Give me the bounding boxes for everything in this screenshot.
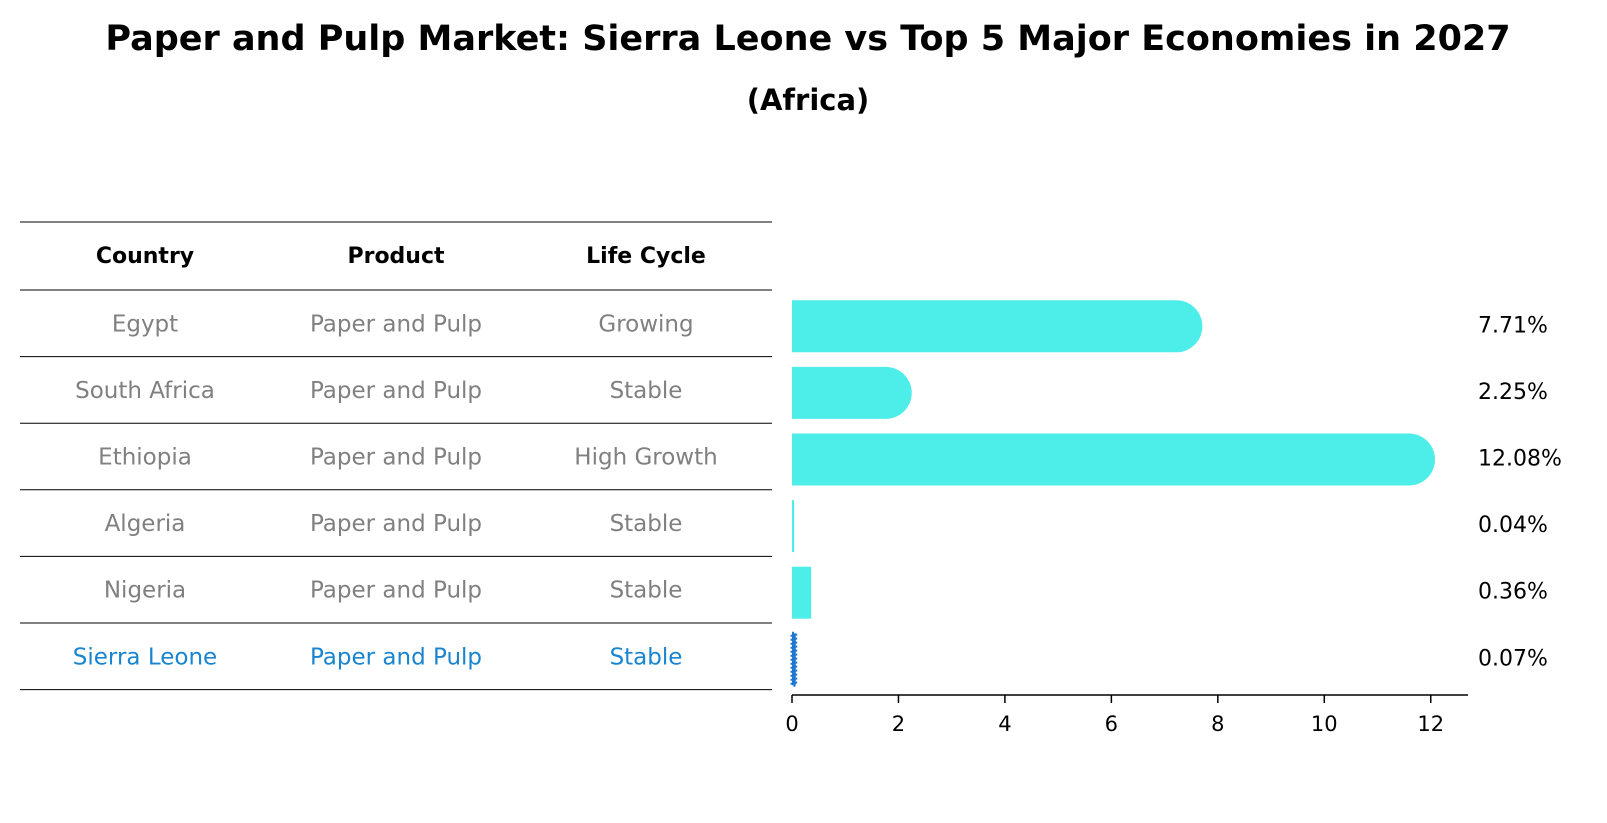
table-cell: Paper and Pulp xyxy=(310,378,482,404)
table-cell: Growing xyxy=(598,311,693,337)
table-cell: Sierra Leone xyxy=(73,644,217,670)
table-cell: Ethiopia xyxy=(98,445,192,471)
bar-algeria xyxy=(792,500,795,553)
bar-value-label: 0.07% xyxy=(1478,646,1548,671)
bar-value-label: 12.08% xyxy=(1478,447,1562,472)
table-cell: South Africa xyxy=(75,378,215,404)
table-cell: Egypt xyxy=(112,311,178,337)
table-cell: High Growth xyxy=(574,445,717,471)
bar-value-label: 0.36% xyxy=(1478,580,1548,605)
table-cell: Stable xyxy=(610,644,683,670)
bar-value-label: 2.25% xyxy=(1478,380,1548,405)
table-cell: Paper and Pulp xyxy=(310,511,482,537)
x-tick-label: 6 xyxy=(1105,712,1118,736)
bar-nigeria xyxy=(792,566,812,619)
chart-subtitle: (Africa) xyxy=(747,83,870,117)
x-tick-label: 0 xyxy=(785,712,798,736)
bar-plot: 7.71% 2.25% 12.08% 0.04% 0.36% 0.07% xyxy=(790,300,1562,687)
x-tick-label: 12 xyxy=(1417,712,1444,736)
table-cell: Stable xyxy=(610,578,683,604)
table-header-cell: Product xyxy=(347,244,445,269)
table-header-cell: Country xyxy=(96,244,194,269)
bar-south-africa xyxy=(792,366,912,419)
table-cell: Stable xyxy=(610,378,683,404)
table-cell: Paper and Pulp xyxy=(310,644,482,670)
table-cell: Stable xyxy=(610,511,683,537)
bar-ethiopia xyxy=(792,433,1435,486)
x-tick-label: 4 xyxy=(998,712,1011,736)
table-cell: Paper and Pulp xyxy=(310,445,482,471)
x-axis: 0 2 4 6 8 10 12 xyxy=(785,694,1468,736)
data-table: Country Product Life Cycle Egypt Paper and P… xyxy=(20,221,772,691)
table-cell: Paper and Pulp xyxy=(310,311,482,337)
x-tick-label: 2 xyxy=(892,712,905,736)
table-cell: Nigeria xyxy=(104,578,186,604)
table-cell: Paper and Pulp xyxy=(310,578,482,604)
table-cell: Algeria xyxy=(105,511,186,537)
bar-egypt xyxy=(792,300,1203,353)
x-tick-label: 10 xyxy=(1311,712,1338,736)
chart-title: Paper and Pulp Market: Sierra Leone vs T… xyxy=(105,19,1510,59)
bar-value-label: 7.71% xyxy=(1478,313,1548,338)
bar-value-label: 0.04% xyxy=(1478,513,1548,538)
bar-sierra-leone xyxy=(790,631,798,687)
x-tick-label: 8 xyxy=(1211,712,1224,736)
table-header-cell: Life Cycle xyxy=(586,244,706,269)
